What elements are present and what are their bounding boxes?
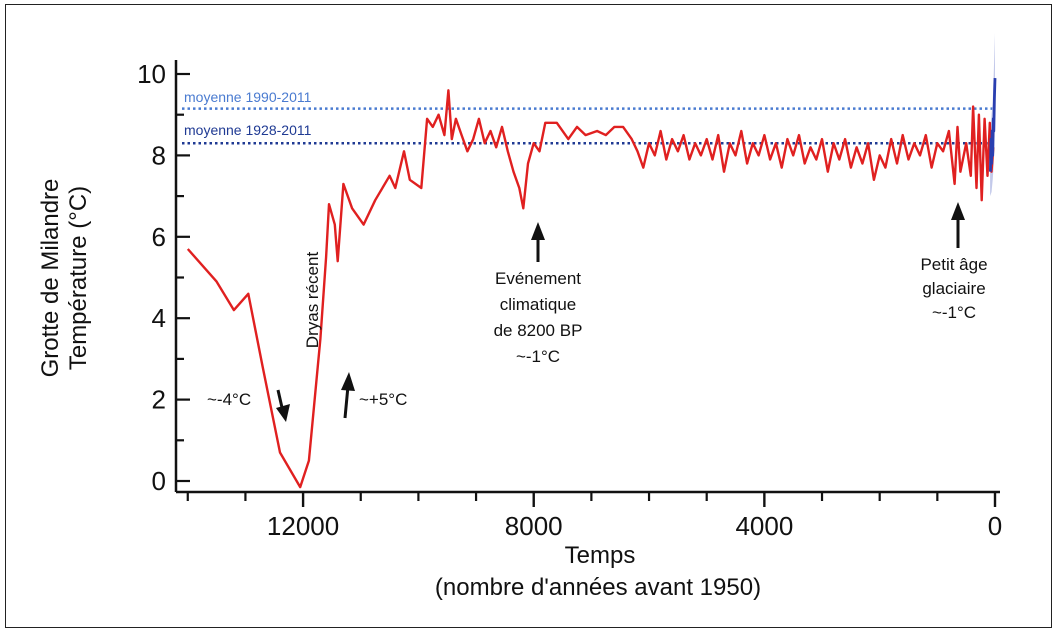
- mean-1928-label: moyenne 1928-2011: [184, 122, 312, 138]
- x-tick-label: 8000: [505, 511, 563, 541]
- x-tick-label: 12000: [267, 511, 339, 541]
- axes: [174, 60, 1000, 494]
- event-8200-annotation-line2: climatique: [500, 295, 577, 314]
- plus5-annotation: ~+5°C: [359, 390, 407, 409]
- series-layer: [186, 78, 997, 489]
- y-axis-label-line1: Grotte de Milandre: [37, 179, 64, 378]
- y-tick-label: 10: [137, 59, 166, 89]
- arrow-up-8200-event: [531, 222, 545, 262]
- y-tick-label: 2: [152, 385, 166, 415]
- arrow-down-cooling: [276, 389, 290, 422]
- x-axis-sublabel: (nombre d'années avant 1950): [435, 574, 761, 601]
- tick-layer: 0 2 4 6 8 10 12000 8000 4000 0: [137, 59, 1002, 541]
- series-0-line: [186, 89, 995, 489]
- x-tick-label: 4000: [735, 511, 793, 541]
- mean-1990-label: moyenne 1990-2011: [184, 89, 312, 105]
- reference-lines: [182, 107, 995, 145]
- arrow-up-little-ice-age: [951, 202, 965, 248]
- x-axis-label: Temps: [565, 542, 636, 569]
- y-tick-label: 4: [152, 303, 166, 333]
- y-tick-label: 6: [152, 222, 166, 252]
- event-8200-annotation-line4: ~-1°C: [516, 347, 560, 366]
- little-ice-age-annotation-line1: Petit âge: [920, 255, 987, 274]
- arrow-up-warming: [341, 372, 355, 419]
- dryas-annotation: Dryas récent: [303, 252, 322, 349]
- little-ice-age-annotation-line3: ~-1°C: [932, 303, 976, 322]
- minus4-annotation: ~-4°C: [207, 390, 251, 409]
- x-tick-label: 0: [988, 511, 1002, 541]
- series-1-line: [989, 78, 997, 172]
- little-ice-age-annotation-line2: glaciaire: [922, 279, 985, 298]
- y-axis-label-line2: Température (°C): [65, 186, 92, 370]
- event-8200-annotation-line1: Evénement: [495, 269, 581, 288]
- y-tick-label: 8: [152, 140, 166, 170]
- event-8200-annotation-line3: de 8200 BP: [494, 321, 583, 340]
- y-tick-label: 0: [152, 466, 166, 496]
